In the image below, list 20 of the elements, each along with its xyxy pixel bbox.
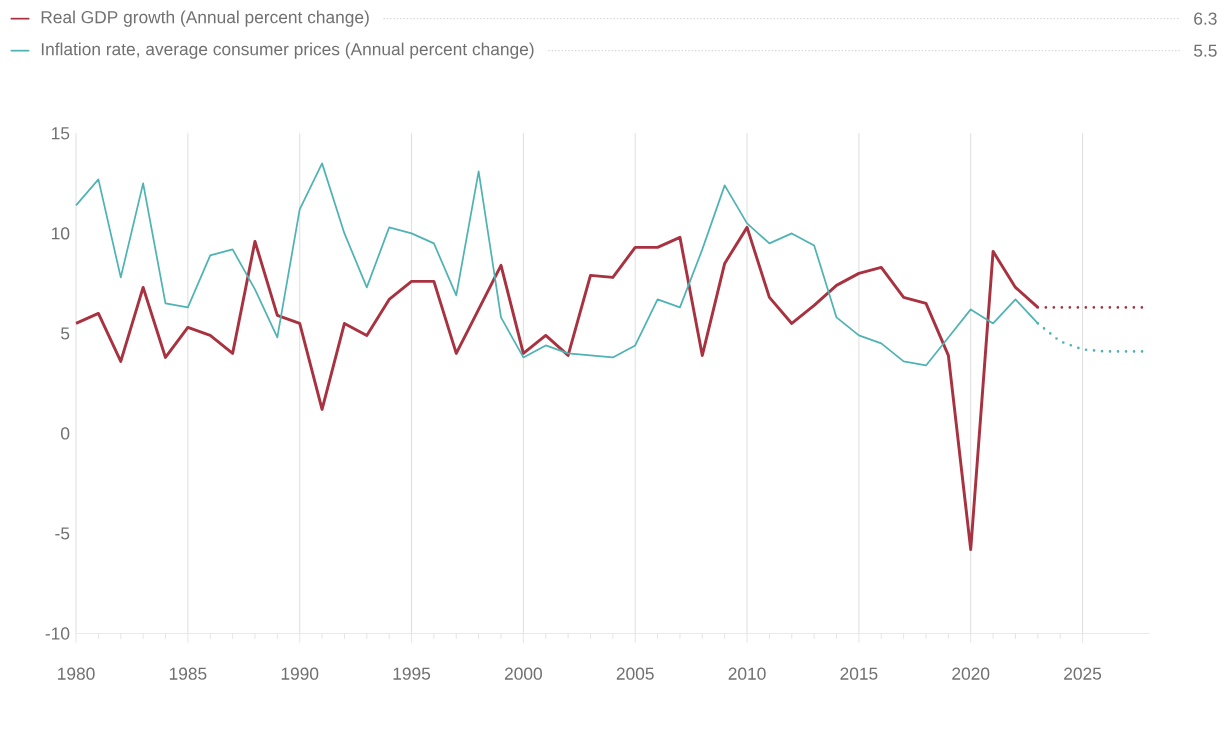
x-tick-label: 1995	[393, 667, 431, 680]
x-tick-label: 2005	[616, 667, 654, 680]
text: 5.5	[1194, 44, 1217, 57]
x-tick-label: 1990	[281, 667, 319, 680]
y-tick-label: 10	[52, 227, 70, 240]
legend-label: Real GDP growth (Annual percent change)	[41, 10, 369, 27]
x-tick-label: 2010	[728, 667, 766, 680]
x-tick-label: 1985	[169, 667, 207, 680]
text: 6.3	[1194, 12, 1217, 25]
y-tick-label: 15	[52, 127, 70, 140]
x-tick-label: 1980	[58, 667, 95, 680]
legend-label: Inflation rate, average consumer prices (Annual percent change)	[41, 42, 534, 59]
x-tick-label: 2000	[504, 667, 542, 680]
y-tick-label: 5	[61, 327, 70, 340]
x-tick-label: 2015	[840, 667, 878, 680]
y-tick-label: -10	[45, 627, 70, 640]
x-tick-label: 2025	[1064, 667, 1102, 680]
y-tick-label: 0	[61, 427, 70, 440]
y-tick-label: -5	[55, 527, 70, 540]
x-tick-label: 2020	[952, 667, 990, 680]
